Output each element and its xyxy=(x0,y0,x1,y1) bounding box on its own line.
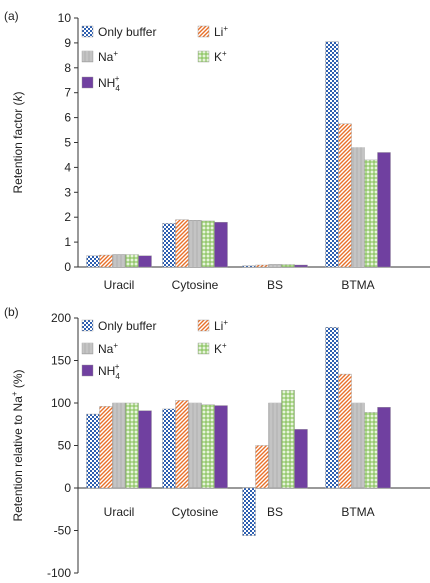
bar-nh4-btma xyxy=(377,407,391,489)
legend-swatch-k xyxy=(197,342,210,355)
legend-label-nh4: NH4+ xyxy=(98,74,120,93)
bar-na-cytosine xyxy=(188,220,202,268)
bar-na-uracil xyxy=(112,254,126,268)
bar-buffer-cytosine xyxy=(162,408,176,489)
bar-nh4-cytosine xyxy=(214,221,228,268)
bar-buffer-cytosine xyxy=(162,223,176,268)
y-tick-label: 100 xyxy=(51,396,71,410)
y-axis-title: Retention relative to Na+ (%) xyxy=(10,369,25,521)
legend-label-na: Na+ xyxy=(98,341,118,356)
bar-buffer-bs xyxy=(242,487,256,536)
legend-swatch-nh4 xyxy=(81,364,94,377)
category-label: BS xyxy=(267,505,283,519)
legend-label-na: Na+ xyxy=(98,49,118,64)
bar-li-btma xyxy=(338,123,352,268)
bar-k-btma xyxy=(364,159,378,268)
bar-k-bs xyxy=(281,390,295,489)
panel-label: (a) xyxy=(4,9,19,23)
y-tick-label: 10 xyxy=(58,11,72,25)
legend-swatch-na xyxy=(81,342,94,355)
y-tick-label: 7 xyxy=(64,86,71,100)
y-tick-label: 150 xyxy=(51,354,71,368)
legend-swatch-nh4 xyxy=(81,76,94,89)
panel-a: (a) 0 1 2 3 4 5 6 7 8 9 10 Retention factor (k) Uraci… xyxy=(4,9,430,292)
bar-k-cytosine xyxy=(201,404,215,489)
legend-label-buffer: Only buffer xyxy=(98,25,156,39)
bar-nh4-uracil xyxy=(138,410,152,489)
y-tick-label: 4 xyxy=(64,160,71,174)
category-label: BTMA xyxy=(341,505,374,519)
bar-k-cytosine xyxy=(201,220,215,268)
y-tick-label: 8 xyxy=(64,61,71,75)
bar-buffer-uracil xyxy=(86,413,100,489)
bar-li-cytosine xyxy=(175,400,189,489)
bar-nh4-bs xyxy=(294,429,308,489)
panel-b: (b) -100 -50 0 50 100 150 200 Retention relative… xyxy=(4,305,430,580)
y-tick-label: 200 xyxy=(51,311,71,325)
bar-li-btma xyxy=(338,373,352,489)
bar-na-bs xyxy=(268,264,282,268)
category-label: Cytosine xyxy=(172,278,219,292)
category-label: Uracil xyxy=(104,278,135,292)
bar-buffer-btma xyxy=(325,327,339,489)
legend-swatch-li xyxy=(197,25,210,38)
y-tick-label: -100 xyxy=(47,566,71,580)
bar-nh4-btma xyxy=(377,152,391,268)
legend-swatch-buffer xyxy=(81,25,94,38)
y-tick-label: 5 xyxy=(64,136,71,150)
bar-li-uracil xyxy=(99,254,113,268)
bar-na-btma xyxy=(351,402,365,489)
legend-swatch-k xyxy=(197,50,210,63)
panel-label: (b) xyxy=(4,305,19,319)
bar-nh4-cytosine xyxy=(214,405,228,489)
y-tick-label: -50 xyxy=(54,524,72,538)
legend-label-li: Li+ xyxy=(214,24,228,39)
bar-nh4-bs xyxy=(294,264,308,268)
bar-k-bs xyxy=(281,264,295,268)
category-label: BS xyxy=(267,278,283,292)
bar-buffer-btma xyxy=(325,41,339,268)
category-label: Cytosine xyxy=(172,505,219,519)
bar-na-btma xyxy=(351,147,365,268)
bar-li-cytosine xyxy=(175,219,189,268)
bar-li-bs xyxy=(255,264,269,268)
bar-nh4-uracil xyxy=(138,255,152,268)
legend-label-buffer: Only buffer xyxy=(98,319,156,333)
bar-k-btma xyxy=(364,412,378,489)
bar-buffer-uracil xyxy=(86,255,100,268)
bar-na-uracil xyxy=(112,402,126,489)
bar-li-uracil xyxy=(99,406,113,489)
category-label: Uracil xyxy=(104,505,135,519)
y-tick-label: 6 xyxy=(64,111,71,125)
y-tick-label: 2 xyxy=(64,210,71,224)
legend-label-li: Li+ xyxy=(214,318,228,333)
y-tick-label: 3 xyxy=(64,185,71,199)
bar-k-uracil xyxy=(125,254,139,268)
legend-label-nh4: NH4+ xyxy=(98,362,120,381)
legend-swatch-li xyxy=(197,319,210,332)
category-label: BTMA xyxy=(341,278,374,292)
y-axis-title: Retention factor (k) xyxy=(11,91,25,193)
legend-swatch-buffer xyxy=(81,319,94,332)
legend-label-k: K+ xyxy=(214,341,227,356)
y-tick-label: 0 xyxy=(64,481,71,495)
y-tick-label: 0 xyxy=(64,260,71,274)
y-tick-label: 50 xyxy=(58,439,72,453)
legend-swatch-na xyxy=(81,50,94,63)
bar-k-uracil xyxy=(125,402,139,489)
y-tick-label: 1 xyxy=(64,235,71,249)
bar-na-bs xyxy=(268,402,282,489)
legend-label-k: K+ xyxy=(214,49,227,64)
bar-li-bs xyxy=(255,445,269,489)
bar-na-cytosine xyxy=(188,402,202,489)
bar-buffer-bs xyxy=(242,265,256,268)
y-tick-label: 9 xyxy=(64,36,71,50)
